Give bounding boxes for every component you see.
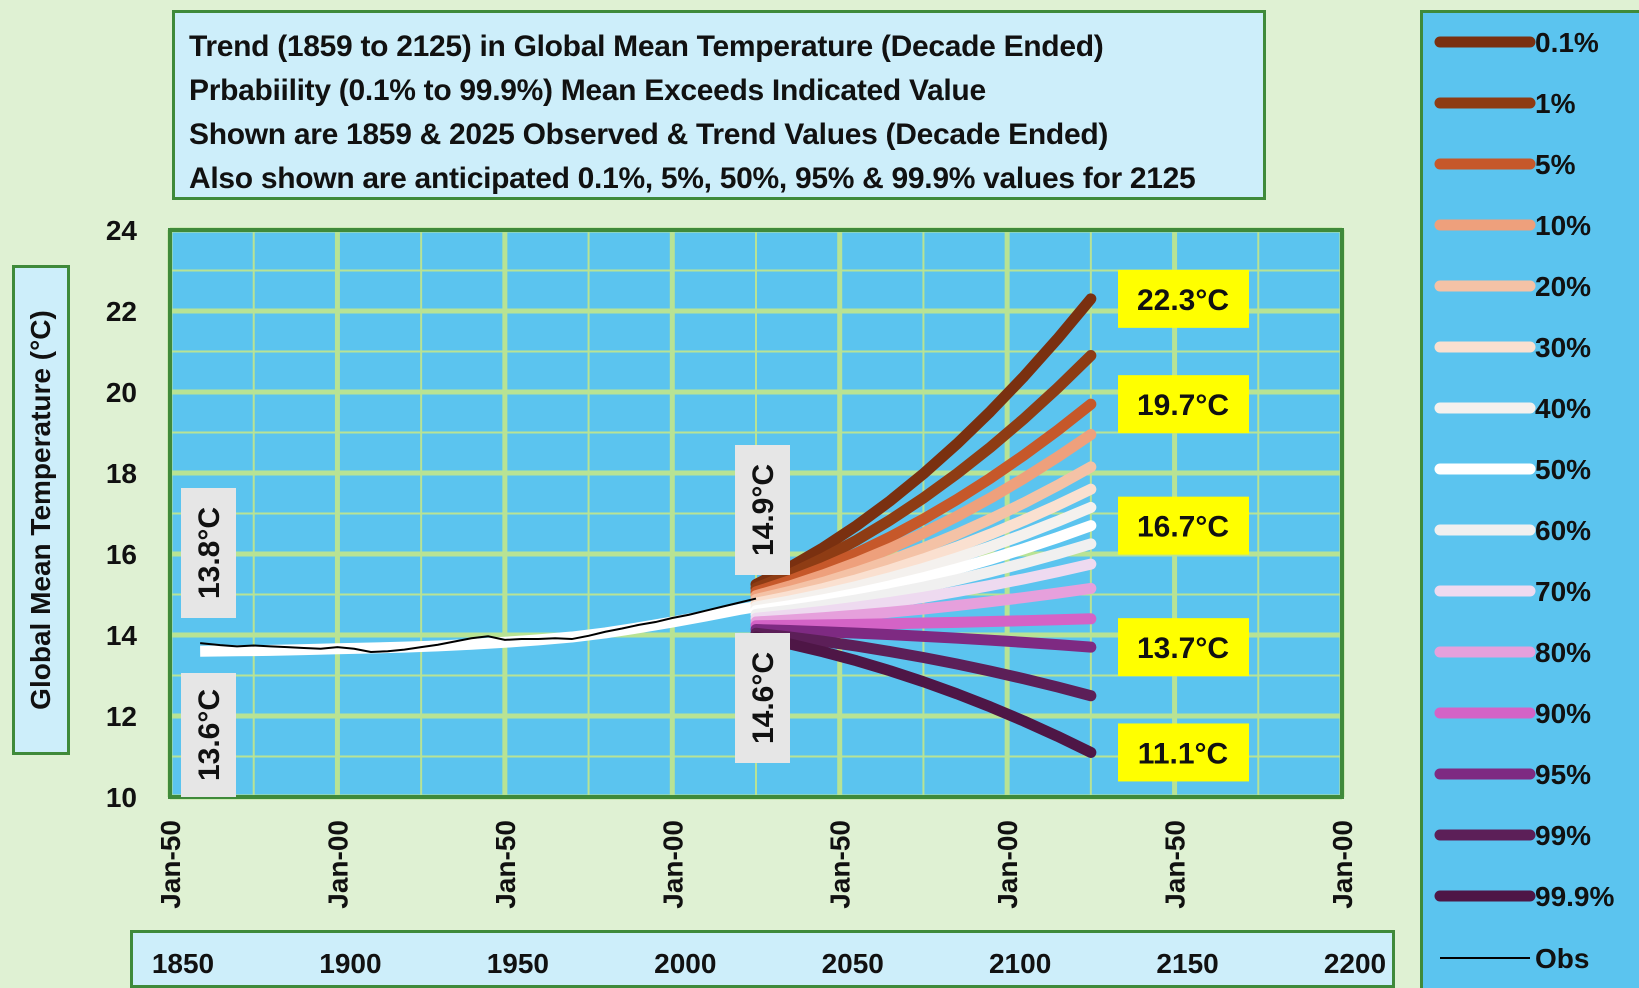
legend-label: 5% (1535, 149, 1576, 180)
observed-line (200, 597, 757, 654)
x-year-tick-label: 1850 (152, 948, 214, 979)
x-date-tick-label: Jan-00 (657, 820, 688, 909)
x-year-tick-label: 2150 (1156, 948, 1218, 979)
legend-label: 20% (1535, 271, 1591, 302)
y-tick-label: 18 (106, 458, 137, 489)
y-tick-label: 12 (106, 701, 137, 732)
x-date-tick-label: Jan-00 (1327, 820, 1358, 909)
end-label-bg (1118, 496, 1249, 555)
projection-line-20pct (750, 461, 1097, 605)
legend (1420, 10, 1639, 988)
legend-label: 60% (1535, 515, 1591, 546)
y-tick-label: 16 (106, 539, 137, 570)
x-year-tick-label: 2100 (989, 948, 1051, 979)
annotation-start-observed: 13.8°C (193, 507, 226, 599)
y-tick-label: 10 (106, 782, 137, 813)
y-tick-label: 22 (106, 296, 137, 327)
chart-title-line-4: Also shown are anticipated 0.1%, 5%, 50%… (189, 162, 1196, 195)
legend-label: 50% (1535, 454, 1591, 485)
y-axis-label-box: Global Mean Temperature (°C) (12, 265, 70, 755)
projection-line-99-9pct (750, 631, 1097, 758)
x-year-tick-label: 1900 (319, 948, 381, 979)
chart-title-box: Trend (1859 to 2125) in Global Mean Temp… (172, 10, 1266, 200)
x-date-tick-label: Jan-50 (155, 820, 186, 909)
projection-line-70pct (750, 558, 1097, 624)
annotation-2025-trend: 14.6°C (747, 652, 780, 744)
legend-label: 80% (1535, 637, 1591, 668)
end-label-bg (1118, 269, 1249, 328)
projection-line-95pct (750, 624, 1097, 653)
y-tick-label: 14 (106, 620, 138, 651)
annotation-start-observed-bg (181, 488, 236, 618)
legend-label: 40% (1535, 393, 1591, 424)
x-date-tick-label: Jan-00 (322, 820, 353, 909)
projection-line-5pct (750, 398, 1097, 598)
end-label: 11.1°C (1138, 737, 1228, 770)
end-label: 13.7°C (1137, 632, 1229, 665)
projection-line-99pct (750, 627, 1097, 702)
legend-label: 90% (1535, 698, 1591, 729)
projection-line-10pct (750, 429, 1097, 602)
x-year-tick-label: 2000 (654, 948, 716, 979)
end-label-bg (1118, 723, 1249, 782)
plot-border (168, 228, 1344, 799)
chart-title-line-3: Shown are 1859 & 2025 Observed & Trend V… (189, 118, 1109, 151)
legend-label-obs: Obs (1535, 943, 1589, 974)
x-date-tick-label: Jan-50 (825, 820, 856, 909)
projection-line-90pct (750, 613, 1097, 632)
chart-title-line-2: Prbabiility (0.1% to 99.9%) Mean Exceeds… (189, 74, 986, 107)
chart-title-line-1: Trend (1859 to 2125) in Global Mean Temp… (189, 30, 1104, 63)
x-year-tick-label: 2200 (1324, 948, 1386, 979)
trend-line (200, 601, 757, 657)
annotation-start-trend-bg (181, 673, 236, 797)
legend-label: 30% (1535, 332, 1591, 363)
projection-line-0-1pct (750, 293, 1097, 590)
annotation-start-trend: 13.6°C (193, 689, 226, 781)
legend-label: 95% (1535, 759, 1591, 790)
annotation-2025-observed-bg (735, 445, 790, 575)
legend-label: 10% (1535, 210, 1591, 241)
end-label: 19.7°C (1137, 389, 1229, 422)
end-label: 22.3°C (1137, 284, 1229, 317)
annotation-2025-observed: 14.9°C (747, 464, 780, 556)
legend-label: 0.1% (1535, 27, 1599, 58)
x-date-tick-label: Jan-00 (992, 820, 1023, 909)
end-label: 16.7°C (1137, 511, 1229, 544)
x-year-tick-label: 2050 (822, 948, 884, 979)
projection-line-1pct (750, 350, 1097, 594)
legend-label: 99% (1535, 820, 1591, 851)
legend-label: 1% (1535, 88, 1576, 119)
x-date-tick-label: Jan-50 (490, 820, 521, 909)
x-axis-year-box (130, 930, 1395, 988)
end-label-bg (1118, 618, 1249, 677)
legend-label: 70% (1535, 576, 1591, 607)
annotation-2025-trend-bg (735, 633, 790, 763)
legend-label: 99.9% (1535, 881, 1614, 912)
projection-line-80pct (750, 582, 1097, 628)
y-tick-label: 24 (106, 215, 138, 246)
x-date-tick-label: Jan-50 (1160, 820, 1191, 909)
end-label-bg (1118, 375, 1249, 434)
y-tick-label: 20 (106, 377, 137, 408)
x-year-tick-label: 1950 (487, 948, 549, 979)
